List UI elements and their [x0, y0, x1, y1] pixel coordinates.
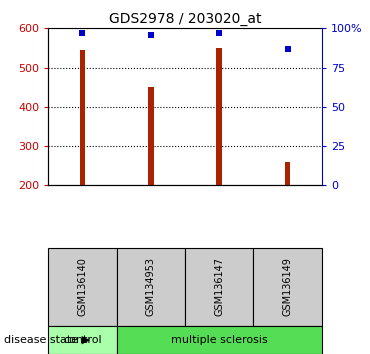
Text: multiple sclerosis: multiple sclerosis [171, 335, 268, 345]
Bar [216, 48, 222, 185]
Text: GSM134953: GSM134953 [146, 257, 156, 316]
Title: GDS2978 / 203020_at: GDS2978 / 203020_at [109, 12, 261, 26]
FancyBboxPatch shape [48, 248, 117, 326]
Text: GSM136147: GSM136147 [214, 257, 224, 316]
Bar [148, 87, 154, 185]
Text: disease state ▶: disease state ▶ [4, 335, 90, 345]
FancyBboxPatch shape [253, 248, 322, 326]
FancyBboxPatch shape [185, 248, 253, 326]
FancyBboxPatch shape [117, 248, 185, 326]
Bar [80, 50, 85, 185]
Bar [285, 161, 290, 185]
Text: control: control [63, 335, 102, 345]
Text: GSM136140: GSM136140 [77, 257, 87, 316]
FancyBboxPatch shape [48, 326, 117, 354]
Text: GSM136149: GSM136149 [283, 257, 293, 316]
FancyBboxPatch shape [117, 326, 322, 354]
